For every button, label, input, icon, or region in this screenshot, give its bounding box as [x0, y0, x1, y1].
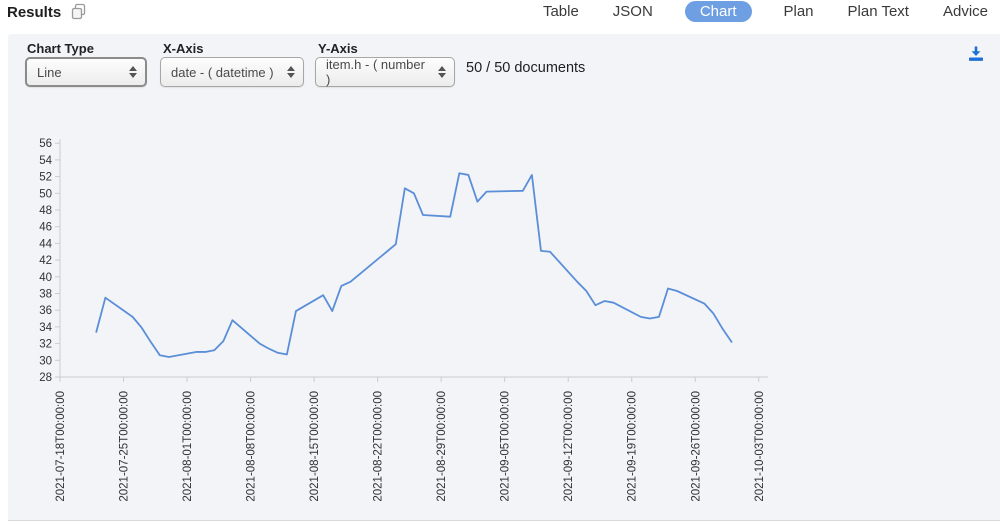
select-updown-icon — [129, 66, 137, 78]
chart-panel: 28 30 32 34 36 38 40 42 44 46 48 50 52 54 56 2021-07-18… — [8, 34, 1000, 521]
select-updown-icon — [438, 66, 446, 78]
svg-text:44: 44 — [39, 238, 52, 250]
tab-json[interactable]: JSON — [612, 3, 653, 20]
svg-text:2021-08-22T00:00:00: 2021-08-22T00:00:00 — [373, 391, 385, 502]
svg-text:2021-09-19T00:00:00: 2021-09-19T00:00:00 — [627, 391, 639, 502]
svg-text:28: 28 — [39, 372, 52, 384]
chart-type-value: Line — [37, 64, 62, 80]
svg-text:2021-10-03T00:00:00: 2021-10-03T00:00:00 — [754, 391, 766, 502]
svg-text:2021-08-08T00:00:00: 2021-08-08T00:00:00 — [246, 391, 258, 502]
tab-advice[interactable]: Advice — [942, 3, 988, 20]
svg-text:2021-09-05T00:00:00: 2021-09-05T00:00:00 — [500, 391, 512, 502]
svg-text:40: 40 — [39, 272, 52, 284]
svg-text:54: 54 — [39, 155, 52, 167]
svg-text:2021-07-18T00:00:00: 2021-07-18T00:00:00 — [55, 391, 67, 502]
svg-text:2021-08-29T00:00:00: 2021-08-29T00:00:00 — [436, 391, 448, 502]
select-updown-icon — [287, 66, 295, 78]
chart-type-label: Chart Type — [27, 41, 94, 56]
svg-text:56: 56 — [39, 138, 52, 150]
x-axis-select[interactable]: date - ( datetime ) — [160, 57, 304, 87]
svg-text:2021-07-25T00:00:00: 2021-07-25T00:00:00 — [119, 391, 131, 502]
copy-icon[interactable] — [70, 3, 88, 21]
y-axis-select[interactable]: item.h - ( number ) — [315, 57, 455, 87]
tab-table[interactable]: Table — [542, 3, 579, 20]
svg-text:52: 52 — [39, 172, 52, 184]
document-count: 50 / 50 documents — [466, 60, 586, 76]
tab-plan-text[interactable]: Plan Text — [847, 3, 909, 20]
svg-text:2021-08-15T00:00:00: 2021-08-15T00:00:00 — [309, 391, 321, 502]
svg-text:2021-09-26T00:00:00: 2021-09-26T00:00:00 — [690, 391, 702, 502]
svg-text:42: 42 — [39, 255, 52, 267]
tab-plan[interactable]: Plan — [783, 3, 814, 20]
download-icon[interactable] — [966, 44, 986, 64]
top-bar: Results Table JSON Chart Plan Plan Text … — [0, 0, 1000, 30]
line-chart: 28 30 32 34 36 38 40 42 44 46 48 50 52 54 56 2021-07-18… — [39, 138, 768, 502]
results-view-tabs: Table JSON Chart Plan Plan Text Advice — [541, 1, 990, 22]
svg-text:48: 48 — [39, 205, 52, 217]
x-axis-value: date - ( datetime ) — [171, 64, 274, 80]
svg-text:46: 46 — [39, 222, 52, 234]
chart-type-select[interactable]: Line — [25, 57, 147, 87]
svg-text:36: 36 — [39, 305, 52, 317]
svg-text:38: 38 — [39, 289, 52, 301]
svg-text:2021-08-01T00:00:00: 2021-08-01T00:00:00 — [182, 391, 194, 502]
page-title: Results — [7, 4, 62, 21]
x-axis-label: X-Axis — [163, 41, 204, 56]
svg-text:34: 34 — [39, 322, 52, 334]
svg-text:2021-09-12T00:00:00: 2021-09-12T00:00:00 — [563, 391, 575, 502]
tab-chart[interactable]: Chart — [684, 1, 752, 22]
svg-text:32: 32 — [39, 339, 52, 351]
svg-text:30: 30 — [39, 355, 52, 367]
y-axis-label: Y-Axis — [318, 41, 358, 56]
svg-text:50: 50 — [39, 188, 52, 200]
y-axis-value: item.h - ( number ) — [326, 57, 425, 87]
